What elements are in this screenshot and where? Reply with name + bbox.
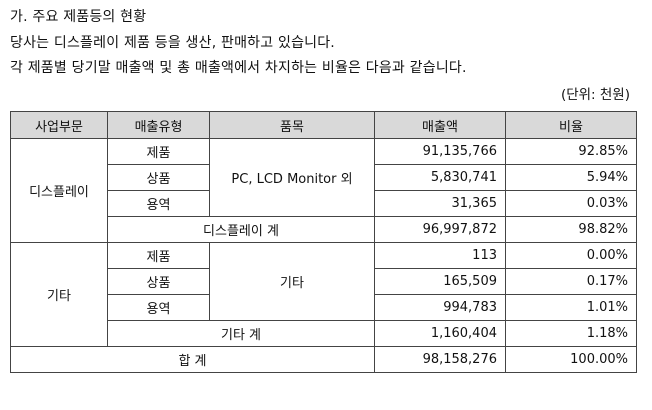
ratio-cell: 0.17% — [505, 268, 637, 295]
intro-sentence: 당사는 디스플레이 제품 등을 생산, 판매하고 있습니다. — [10, 35, 335, 51]
header-sales-type: 매출유형 — [107, 111, 210, 139]
subtotal-label: 디스플레이 계 — [107, 216, 375, 243]
segment-cell: 기타 — [10, 242, 108, 347]
segment-cell: 디스플레이 — [10, 138, 108, 243]
sales-type-cell: 상품 — [107, 164, 210, 191]
total-row: 합 계 98,158,276 100.00% — [10, 346, 637, 373]
total-label: 합 계 — [10, 346, 375, 373]
section-heading: 가. 주요 제품등의 현황 — [10, 9, 147, 25]
table-row: 용역 31,365 0.03% — [11, 190, 637, 217]
ratio-cell: 0.00% — [505, 242, 637, 269]
sales-amount-cell: 113 — [374, 242, 506, 269]
product-cell: PC, LCD Monitor 외 — [209, 138, 375, 217]
header-segment: 사업부문 — [10, 111, 108, 139]
header-product: 품목 — [209, 111, 375, 139]
ratio-cell: 5.94% — [505, 164, 637, 191]
sales-amount-cell: 994,783 — [374, 294, 506, 321]
table-row: 상품 165,509 0.17% — [11, 268, 637, 295]
sales-type-cell: 용역 — [107, 294, 210, 321]
total-sales: 98,158,276 — [374, 346, 506, 373]
sales-amount-cell: 31,365 — [374, 190, 506, 217]
ratio-cell: 1.01% — [505, 294, 637, 321]
sales-type-cell: 용역 — [107, 190, 210, 217]
table-row: 상품 5,830,741 5.94% — [11, 164, 637, 191]
table-row: 디스플레이 제품 PC, LCD Monitor 외 91,135,766 92… — [10, 138, 637, 243]
header-sales-amount: 매출액 — [374, 111, 506, 139]
total-ratio: 100.00% — [505, 346, 637, 373]
subtotal-row: 기타 계 1,160,404 1.18% — [11, 320, 637, 347]
header-ratio: 비율 — [505, 111, 637, 139]
table-header-row: 사업부문 매출유형 품목 매출액 비율 — [10, 111, 637, 139]
description-sentence: 각 제품별 당기말 매출액 및 총 매출액에서 차지하는 비율은 다음과 같습니… — [10, 60, 467, 76]
subtotal-sales: 1,160,404 — [374, 320, 506, 347]
table-row: 기타 제품 기타 113 0.00% — [10, 242, 637, 347]
ratio-cell: 0.03% — [505, 190, 637, 217]
sales-amount-cell: 91,135,766 — [374, 138, 506, 165]
product-cell: 기타 — [209, 242, 375, 321]
ratio-cell: 92.85% — [505, 138, 637, 165]
sales-type-cell: 제품 — [107, 242, 210, 269]
sales-amount-cell: 5,830,741 — [374, 164, 506, 191]
sales-type-cell: 상품 — [107, 268, 210, 295]
sales-amount-cell: 165,509 — [374, 268, 506, 295]
unit-label: (단위: 천원) — [560, 87, 630, 103]
subtotal-sales: 96,997,872 — [374, 216, 506, 243]
subtotal-ratio: 1.18% — [505, 320, 637, 347]
subtotal-ratio: 98.82% — [505, 216, 637, 243]
sales-type-cell: 제품 — [107, 138, 210, 165]
subtotal-row: 디스플레이 계 96,997,872 98.82% — [11, 216, 637, 243]
subtotal-label: 기타 계 — [107, 320, 375, 347]
product-sales-table: 사업부문 매출유형 품목 매출액 비율 디스플레이 제품 PC, LCD Mon… — [10, 111, 637, 373]
table-row: 용역 994,783 1.01% — [11, 294, 637, 321]
